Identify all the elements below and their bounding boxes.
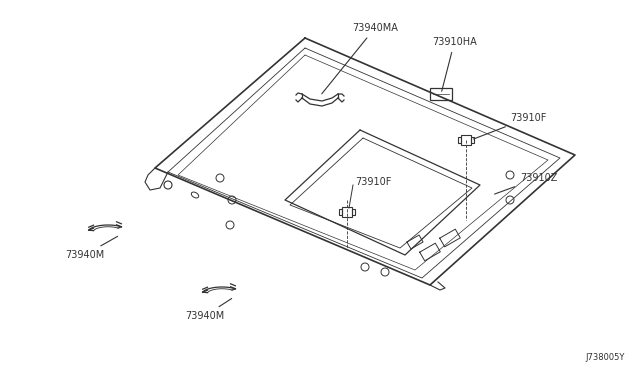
Bar xyxy=(342,207,352,217)
Text: 73910HA: 73910HA xyxy=(432,37,477,91)
Text: 73940MA: 73940MA xyxy=(322,23,398,94)
Text: 73910F: 73910F xyxy=(355,177,392,187)
Bar xyxy=(461,135,471,145)
Bar xyxy=(471,137,474,143)
Bar xyxy=(458,137,461,143)
Bar xyxy=(430,88,452,100)
Bar xyxy=(339,209,342,215)
Text: 73910Z: 73910Z xyxy=(495,173,557,194)
Text: 73940M: 73940M xyxy=(65,236,118,260)
Text: 73910F: 73910F xyxy=(474,113,547,139)
Text: 73940M: 73940M xyxy=(185,298,232,321)
Bar xyxy=(352,209,355,215)
Text: J738005Y: J738005Y xyxy=(586,353,625,362)
